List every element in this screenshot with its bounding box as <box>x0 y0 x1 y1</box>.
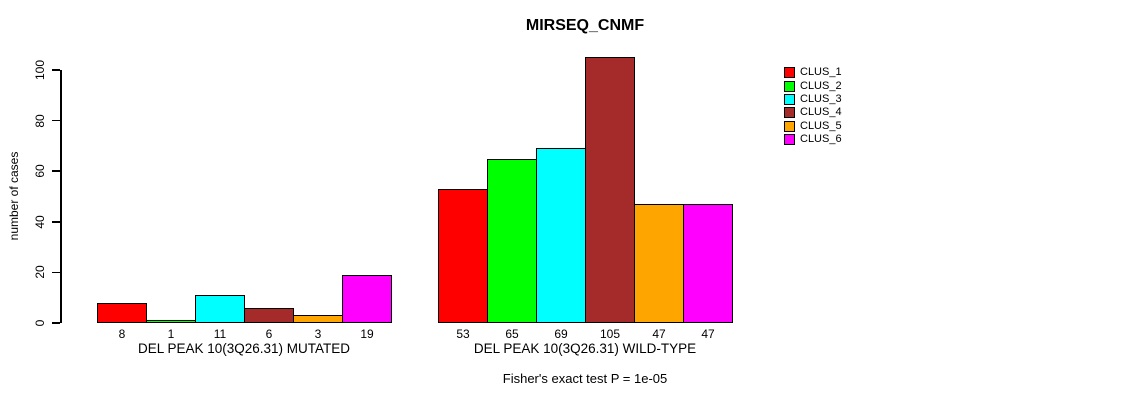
legend-swatch-icon <box>784 93 795 105</box>
bar-value-label: 11 <box>213 327 227 341</box>
legend-swatch-icon <box>784 107 795 119</box>
y-axis-label: number of cases <box>7 151 21 241</box>
legend-item-clus_6: CLUS_6 <box>784 133 842 146</box>
fisher-test-annotation: Fisher's exact test P = 1e-05 <box>502 371 668 386</box>
legend-item-label: CLUS_5 <box>800 119 842 132</box>
bar-clus_5-group0 <box>293 315 343 323</box>
legend-swatch-icon <box>784 67 795 79</box>
bar-value-label: 6 <box>265 327 273 341</box>
bar-value-label: 1 <box>167 327 175 341</box>
bar-value-label: 65 <box>505 327 519 341</box>
y-tick <box>52 69 60 71</box>
bar-clus_3-group1 <box>536 148 586 323</box>
y-tick <box>52 119 60 122</box>
bar-clus_4-group1 <box>585 57 635 323</box>
legend-item-label: CLUS_3 <box>800 92 842 105</box>
legend-item-label: CLUS_1 <box>800 66 842 79</box>
y-tick <box>52 322 60 324</box>
y-tick <box>52 170 60 172</box>
group-label-wild-type: DEL PEAK 10(3Q26.31) WILD-TYPE <box>473 341 697 356</box>
bar-value-label: 47 <box>701 327 715 341</box>
bar-clus_5-group1 <box>634 204 684 323</box>
legend-item-label: CLUS_2 <box>800 79 842 92</box>
legend-item-clus_4: CLUS_4 <box>784 106 842 119</box>
bar-clus_1-group1 <box>438 189 488 323</box>
y-axis-line <box>60 70 62 323</box>
legend-item-clus_3: CLUS_3 <box>784 93 842 106</box>
legend: CLUS_1 CLUS_2 CLUS_3 CLUS_4 CLUS_5 CLUS_6 <box>784 66 842 146</box>
bar-clus_4-group0 <box>244 308 294 323</box>
y-tick <box>52 221 60 223</box>
legend-item-label: CLUS_4 <box>800 106 842 119</box>
y-tick <box>52 271 60 274</box>
y-tick-label: 80 <box>33 113 47 128</box>
bar-value-label: 19 <box>360 327 374 341</box>
y-tick-label: 100 <box>33 59 47 81</box>
bar-value-label: 3 <box>314 327 322 341</box>
legend-swatch-icon <box>784 133 795 145</box>
bar-value-label: 8 <box>118 327 126 341</box>
bar-clus_1-group0 <box>97 303 147 323</box>
legend-item-clus_1: CLUS_1 <box>784 66 842 79</box>
bar-clus_2-group0 <box>146 320 196 323</box>
legend-item-label: CLUS_6 <box>800 132 842 145</box>
chart-title: MIRSEQ_CNMF <box>525 17 645 34</box>
bar-value-label: 53 <box>456 327 470 341</box>
y-tick-label: 60 <box>33 164 47 178</box>
y-tick-label: 0 <box>33 319 47 327</box>
legend-swatch-icon <box>784 120 795 132</box>
bar-clus_3-group0 <box>195 295 245 323</box>
bar-value-label: 105 <box>599 327 621 341</box>
legend-item-clus_5: CLUS_5 <box>784 119 842 132</box>
legend-swatch-icon <box>784 80 795 92</box>
bar-value-label: 47 <box>652 327 666 341</box>
bar-value-label: 69 <box>554 327 568 341</box>
y-tick-label: 20 <box>33 265 47 280</box>
y-tick-label: 40 <box>33 215 47 229</box>
bar-clus_6-group1 <box>683 204 733 323</box>
legend-item-clus_2: CLUS_2 <box>784 79 842 92</box>
bar-clus_2-group1 <box>487 159 537 323</box>
bar-clus_6-group0 <box>342 275 392 323</box>
group-label-mutated: DEL PEAK 10(3Q26.31) MUTATED <box>137 341 351 356</box>
